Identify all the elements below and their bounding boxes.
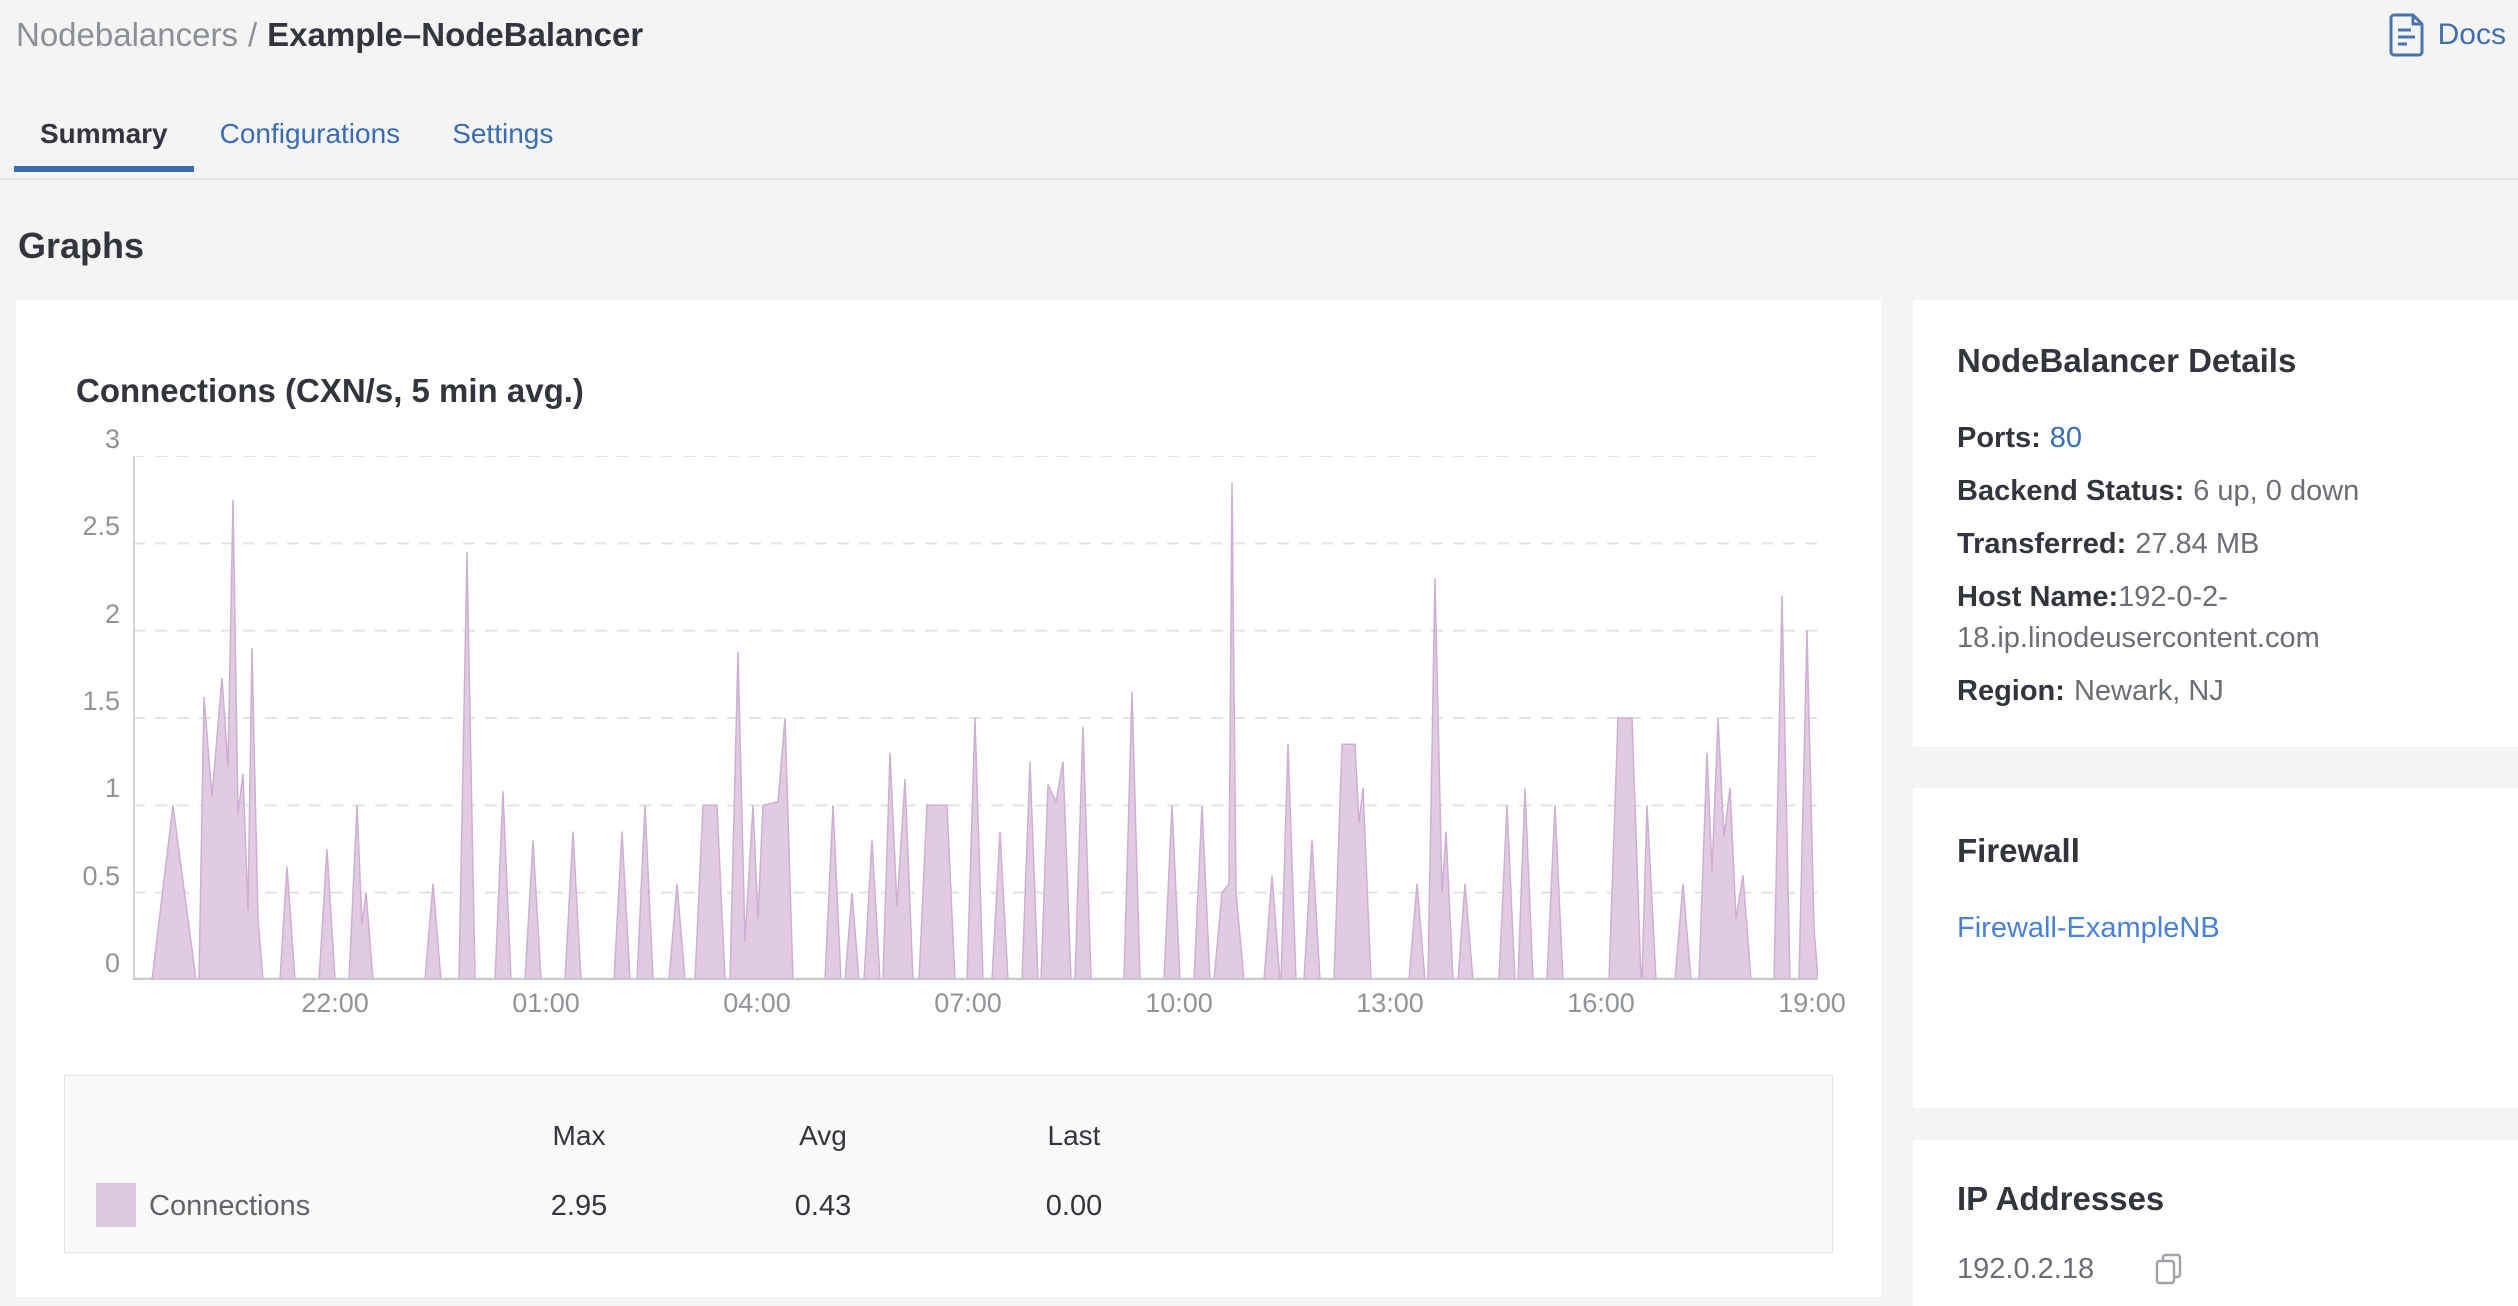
y-tick-label: 1: [104, 773, 120, 803]
x-tick-label: 19:00: [1778, 988, 1846, 1018]
x-tick-label: 01:00: [512, 988, 580, 1018]
connections-plot-area: [133, 456, 1818, 980]
detail-label: Host Name:: [1957, 581, 2119, 613]
ip-title: IP Addresses: [1957, 1180, 2165, 1217]
firewall-title: Firewall: [1957, 832, 2080, 869]
tab-summary[interactable]: Summary: [14, 100, 194, 172]
breadcrumb: Nodebalancers / Example–NodeBalancer: [16, 0, 643, 70]
detail-value: 27.84 MB: [2135, 528, 2260, 560]
ip-card: IP Addresses 192.0.2.18: [1913, 1140, 2518, 1306]
tab-summary-label: Summary: [40, 118, 168, 149]
detail-value: 192-0-2-18.ip.linodeusercontent.com: [1957, 581, 2320, 654]
x-tick-label: 07:00: [934, 988, 1002, 1018]
firewall-link[interactable]: Firewall-ExampleNB: [1957, 912, 2220, 944]
x-tick-label: 22:00: [301, 988, 369, 1018]
x-tick-label: 10:00: [1145, 988, 1213, 1018]
detail-row-ports: Ports: 80: [1957, 418, 2478, 459]
details-card: NodeBalancer Details Ports: 80 Backend St…: [1913, 300, 2518, 747]
tab-settings[interactable]: Settings: [426, 100, 579, 172]
detail-row-backend-status: Backend Status: 6 up, 0 down: [1957, 471, 2478, 512]
x-tick-label: 16:00: [1567, 988, 1635, 1018]
x-tick-label: 13:00: [1356, 988, 1424, 1018]
y-tick-label: 3: [104, 424, 120, 454]
x-tick-label: 04:00: [723, 988, 791, 1018]
detail-row-host-name: Host Name:192-0-2-18.ip.linodeuserconten…: [1957, 577, 2478, 659]
y-tick-label: 2.5: [82, 511, 120, 541]
legend-value-avg: 0.43: [794, 1190, 852, 1222]
breadcrumb-section-link[interactable]: Nodebalancers: [16, 16, 238, 53]
graphs-heading: Graphs: [18, 225, 145, 266]
detail-value: Newark, NJ: [2073, 675, 2224, 707]
legend-header-last: Last: [1047, 1120, 1101, 1151]
chart-card: Connections (CXN/s, 5 min avg.) 3 2.5 2 …: [16, 300, 1881, 1297]
tab-settings-label: Settings: [452, 118, 554, 149]
y-tick-label: 1.5: [82, 686, 120, 716]
legend-table: Max Avg Last Connections 2.95 0.43 0.00: [64, 1075, 1833, 1253]
tab-configurations[interactable]: Configurations: [194, 100, 427, 172]
connections-chart: [133, 456, 1818, 980]
firewall-card: Firewall Firewall-ExampleNB: [1913, 788, 2518, 1108]
chart-title: Connections (CXN/s, 5 min avg.): [76, 372, 584, 409]
detail-row-transferred: Transferred: 27.84 MB: [1957, 524, 2478, 565]
tab-configurations-label: Configurations: [219, 118, 401, 149]
top-bar: Nodebalancers / Example–NodeBalancer Doc…: [0, 0, 2518, 70]
copy-icon[interactable]: [2152, 1252, 2186, 1286]
ip-address: 192.0.2.18: [1957, 1252, 2095, 1285]
detail-value: 6 up, 0 down: [2193, 475, 2360, 507]
active-tab-underline: [14, 166, 194, 172]
tab-divider: [0, 178, 2518, 180]
legend-value-last: 0.00: [1045, 1190, 1103, 1222]
legend-series-name: Connections: [149, 1190, 311, 1222]
detail-label: Backend Status:: [1957, 475, 2185, 507]
legend-swatch: [96, 1183, 136, 1227]
y-tick-label: 0.5: [82, 861, 120, 891]
detail-row-region: Region: Newark, NJ: [1957, 671, 2478, 712]
y-tick-label: 0: [104, 948, 120, 978]
ports-value-link[interactable]: 80: [2049, 422, 2083, 454]
breadcrumb-separator: /: [247, 16, 258, 53]
ip-address-row: 192.0.2.18: [1957, 1252, 2478, 1286]
legend-header-max: Max: [552, 1120, 606, 1151]
tab-bar: Summary Configurations Settings: [0, 100, 2518, 180]
legend-value-max: 2.95: [550, 1190, 608, 1222]
docs-link[interactable]: Docs: [2386, 12, 2506, 58]
legend-header-avg: Avg: [799, 1120, 847, 1151]
detail-label: Region:: [1957, 675, 2065, 707]
details-title: NodeBalancer Details: [1957, 342, 2297, 379]
detail-label: Transferred:: [1957, 528, 2127, 560]
docs-icon: [2386, 12, 2426, 58]
detail-label: Ports:: [1957, 422, 2041, 454]
y-tick-label: 2: [104, 599, 120, 629]
breadcrumb-current[interactable]: Example–NodeBalancer: [267, 16, 644, 53]
docs-label: Docs: [2437, 18, 2506, 51]
